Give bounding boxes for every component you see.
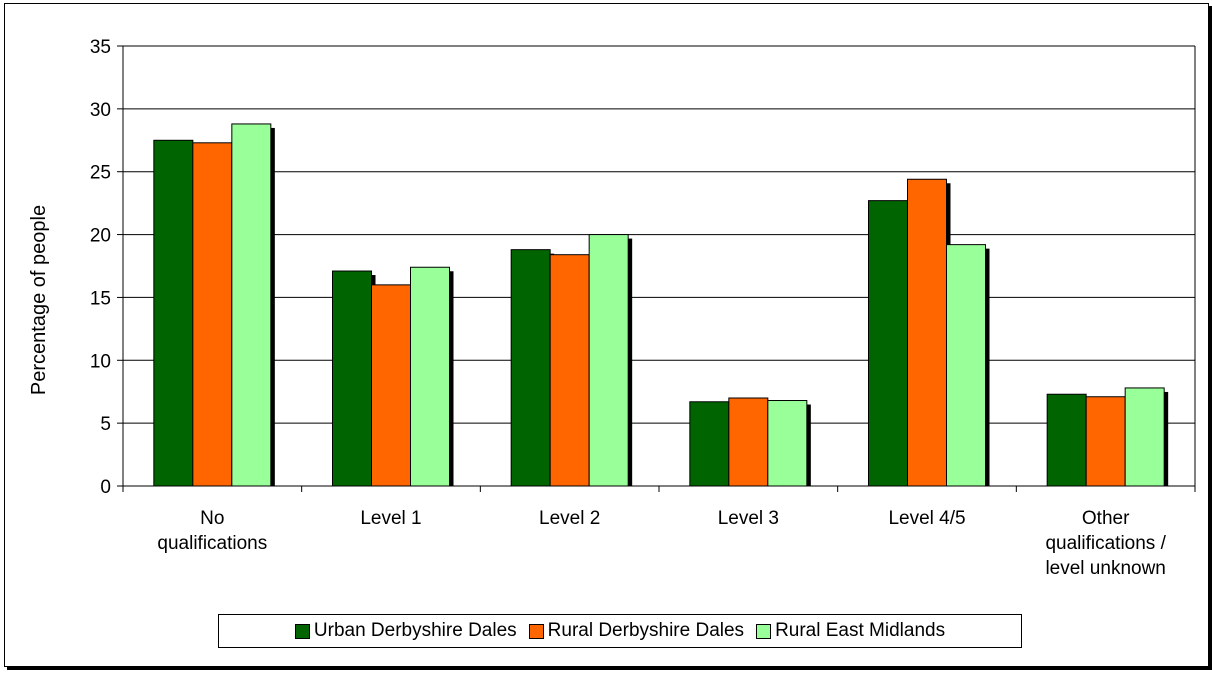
bar xyxy=(689,401,730,487)
legend-swatch-rural-dales xyxy=(528,623,544,639)
y-tick-label: 5 xyxy=(100,414,111,435)
bar xyxy=(549,254,590,487)
legend-item-rural-dales: Rural Derbyshire Dales xyxy=(528,620,745,642)
y-tick-label: 0 xyxy=(100,477,111,498)
bar xyxy=(510,249,551,487)
x-category-label: No xyxy=(200,508,224,529)
bar xyxy=(371,284,411,487)
x-category-label: Level 1 xyxy=(360,508,421,529)
bars xyxy=(153,123,1165,487)
legend-swatch-rural-em xyxy=(756,623,772,639)
bar xyxy=(728,397,769,487)
bar xyxy=(907,178,947,487)
legend-label-urban: Urban Derbyshire Dales xyxy=(313,620,517,641)
bar xyxy=(767,400,808,487)
legend: Urban Derbyshire Dales Rural Derbyshire … xyxy=(218,614,1022,648)
bar xyxy=(1124,387,1165,487)
y-tick-label: 10 xyxy=(90,351,111,372)
legend-item-rural-em: Rural East Midlands xyxy=(756,620,945,642)
x-category-label: qualifications xyxy=(157,533,267,554)
y-tick-label: 35 xyxy=(90,37,111,58)
legend-swatch-urban xyxy=(294,623,310,639)
legend-label-rural-dales: Rural Derbyshire Dales xyxy=(547,620,745,641)
bar xyxy=(868,200,908,487)
y-tick-label: 25 xyxy=(90,163,111,184)
x-category-label: Other xyxy=(1082,508,1130,529)
x-category-label: Level 3 xyxy=(718,508,779,529)
bar xyxy=(332,270,372,487)
bar xyxy=(946,244,986,487)
x-category-label: Level 4/5 xyxy=(888,508,965,529)
x-category-label: level unknown xyxy=(1045,558,1165,579)
bar-shadows xyxy=(157,127,1169,487)
legend-label-rural-em: Rural East Midlands xyxy=(775,620,946,641)
gridlines xyxy=(123,45,1195,424)
bar-chart: 0 5 10 15 20 25 30 35 No qualifications Level 1 Le… xyxy=(28,37,1196,579)
axes xyxy=(117,45,1196,492)
y-tick-label: 15 xyxy=(90,288,111,309)
bar xyxy=(1046,393,1087,487)
bar xyxy=(588,234,629,487)
x-category-label: Level 2 xyxy=(539,508,600,529)
bar xyxy=(1085,396,1126,487)
bar xyxy=(153,139,194,487)
legend-item-urban: Urban Derbyshire Dales xyxy=(294,620,517,642)
x-category-labels: No qualifications Level 1 Level 2 Level 3 Lev… xyxy=(157,508,1166,579)
bar xyxy=(192,142,233,487)
y-tick-labels: 0 5 10 15 20 25 30 35 xyxy=(90,37,111,498)
y-axis-label: Percentage of people xyxy=(28,205,50,395)
x-category-label: qualifications / xyxy=(1045,533,1166,554)
bar xyxy=(410,266,450,487)
chart-frame: 0 5 10 15 20 25 30 35 No qualifications Level 1 Le… xyxy=(4,3,1209,667)
y-tick-label: 30 xyxy=(90,100,111,121)
bar xyxy=(231,123,272,487)
y-tick-label: 20 xyxy=(90,226,111,247)
